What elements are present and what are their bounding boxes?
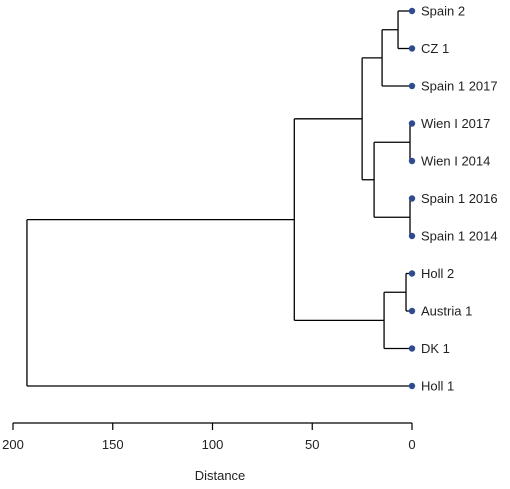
x-tick-label: 50: [305, 437, 319, 452]
x-axis-label: Distance: [195, 468, 246, 483]
leaf-point-spain-1-2014: [408, 232, 416, 240]
leaf-point-austria-1: [408, 307, 416, 315]
leaf-label-spain-1-2014: Spain 1 2014: [421, 229, 498, 244]
leaf-label-dk-1: DK 1: [421, 341, 450, 356]
leaf-point-cz-1: [408, 45, 416, 52]
leaf-label-holl-2: Holl 2: [421, 266, 454, 281]
x-tick-label: 200: [2, 437, 24, 452]
leaf-point-wien-i-2017: [408, 120, 416, 127]
x-tick-label: 0: [408, 437, 415, 452]
leaf-label-wien-i-2014: Wien I 2014: [421, 154, 490, 169]
leaf-label-spain-2: Spain 2: [421, 4, 465, 19]
leaf-point-wien-i-2014: [408, 157, 416, 165]
leaf-point-holl-2: [408, 270, 416, 277]
leaf-label-cz-1: CZ 1: [421, 41, 449, 56]
leaf-point-holl-1: [408, 382, 416, 390]
leaf-label-spain-1-2017: Spain 1 2017: [421, 79, 498, 94]
leaf-label-wien-i-2017: Wien I 2017: [421, 116, 490, 131]
leaf-label-holl-1: Holl 1: [421, 379, 454, 394]
leaf-label-spain-1-2016: Spain 1 2016: [421, 191, 498, 206]
leaf-point-spain-2: [408, 7, 416, 15]
leaf-point-spain-1-2017: [408, 82, 416, 90]
x-tick-label: 100: [202, 437, 224, 452]
x-tick-label: 150: [102, 437, 124, 452]
dendrogram-leaves: Spain 2 CZ 1 Spain 1 2017 Wien I 2017 Wien I…: [408, 4, 498, 394]
x-axis: 200 150 100 50 0: [2, 422, 416, 452]
leaf-label-austria-1: Austria 1: [421, 304, 472, 319]
leaf-point-spain-1-2016: [408, 195, 416, 202]
leaf-point-dk-1: [408, 345, 416, 352]
dendrogram-branches: [26, 10, 412, 387]
